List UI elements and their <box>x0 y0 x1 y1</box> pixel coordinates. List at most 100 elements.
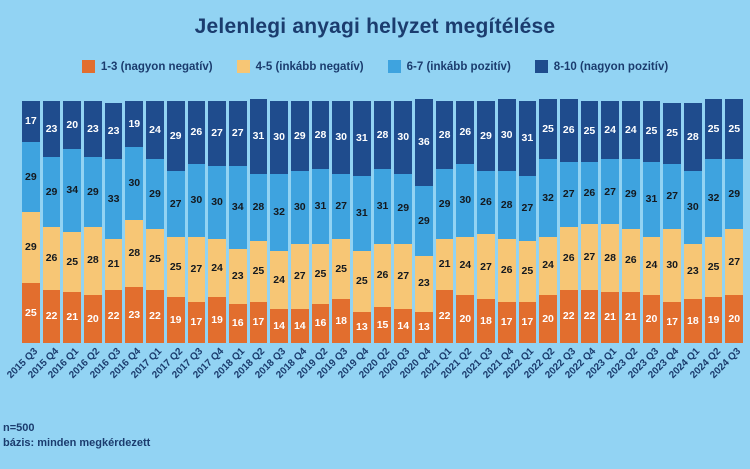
bar-segment: 27 <box>394 243 413 310</box>
bar-segment: 32 <box>270 173 288 252</box>
bar-segment: 25 <box>518 241 537 302</box>
bar-segment: 30 <box>187 163 206 237</box>
bar-segment: 30 <box>394 101 413 174</box>
bar-column: 31 31 25 13 2019 Q4 <box>336 101 371 381</box>
bar-segment: 31 <box>353 176 371 252</box>
bar-column: 31 27 25 17 2022 Q1 <box>502 101 537 381</box>
bar-segment: 27 <box>725 229 744 295</box>
bar-segment: 27 <box>166 171 185 237</box>
bar-column: 26 30 24 20 2021 Q2 <box>440 101 475 381</box>
bar-segment: 27 <box>332 173 350 239</box>
base-note: bázis: minden megkérdezett <box>3 437 151 449</box>
bar-segment: 31 <box>353 101 371 177</box>
bar-segment: 30 <box>290 171 309 244</box>
bar-column: 23 33 21 22 2016 Q3 <box>88 103 123 381</box>
bar-segment: 29 <box>435 168 454 239</box>
legend-label: 4-5 (inkább negatív) <box>255 60 364 73</box>
bar-segment: 21 <box>435 238 454 290</box>
bar-segment: 26 <box>621 229 640 293</box>
bar-column: 29 30 27 14 2018 Q4 <box>274 101 309 381</box>
bar-segment: 31 <box>311 168 330 244</box>
bar-segment: 23 <box>684 243 702 300</box>
legend-label: 6-7 (inkább pozitív) <box>406 60 511 73</box>
bar-segment: 19 <box>166 297 185 343</box>
bar-segment: 31 <box>373 168 392 244</box>
legend-label: 1-3 (nagyon negatív) <box>100 60 213 73</box>
bar-segment: 28 <box>84 226 102 295</box>
bar-segment: 30 <box>270 101 288 174</box>
bar-column: 24 27 28 21 2023 Q1 <box>584 101 619 381</box>
bar-segment: 28 <box>435 101 454 169</box>
bar-segment: 17 <box>518 301 537 343</box>
bar-segment: 29 <box>146 159 164 230</box>
bar-segment: 25 <box>539 98 557 160</box>
bar-segment: 14 <box>290 309 309 343</box>
legend-swatch-icon <box>81 60 95 73</box>
bar-segment: 31 <box>642 161 661 237</box>
bar-segment: 34 <box>228 166 247 249</box>
bar-column: 23 29 28 20 2016 Q2 <box>67 101 102 381</box>
legend-swatch-icon <box>387 60 401 73</box>
bar-segment: 32 <box>704 159 723 237</box>
bar-segment: 34 <box>63 149 82 232</box>
bar-column: 31 28 25 17 2018 Q2 <box>233 98 268 381</box>
bar-segment: 25 <box>642 101 661 162</box>
bar-column: 36 29 23 13 2020 Q4 <box>398 98 433 381</box>
footer-note: n=500 bázis: minden megkérdezett <box>3 421 150 451</box>
bar-segment: 18 <box>477 299 495 343</box>
bar-segment: 26 <box>477 171 495 235</box>
bar-segment: 29 <box>84 156 102 227</box>
bar-column: 27 30 24 19 2017 Q4 <box>191 101 226 381</box>
sample-size: n=500 <box>3 422 35 434</box>
bar-segment: 27 <box>208 101 226 167</box>
legend-swatch-icon <box>236 60 250 73</box>
bar-column: 26 30 27 17 2017 Q3 <box>171 101 206 381</box>
bar-column: 29 27 25 19 2017 Q2 <box>150 101 185 381</box>
bar-segment: 22 <box>104 289 123 343</box>
bar-segment: 25 <box>146 229 164 290</box>
bar-segment: 22 <box>580 289 599 343</box>
bar-segment: 25 <box>249 241 268 302</box>
bar-segment: 17 <box>663 301 681 343</box>
bar-segment: 28 <box>601 224 619 293</box>
bar-segment: 27 <box>559 161 578 227</box>
bar-segment: 25 <box>704 236 723 298</box>
bar-segment: 19 <box>125 101 144 147</box>
bar-segment: 27 <box>601 159 619 225</box>
bar-segment: 24 <box>146 101 164 160</box>
bar-segment: 25 <box>332 238 350 300</box>
bar-segment: 28 <box>311 101 330 169</box>
bar-segment: 29 <box>22 142 40 213</box>
bar-column: 20 34 25 21 2016 Q1 <box>47 101 82 381</box>
bar-segment: 27 <box>663 163 681 230</box>
bar-segment: 28 <box>249 173 268 242</box>
bar-segment: 21 <box>104 238 123 290</box>
bar-segment: 27 <box>187 236 206 302</box>
bar-segment: 25 <box>311 243 330 305</box>
bar-segment: 20 <box>456 294 475 343</box>
bar-segment: 22 <box>42 289 61 343</box>
bar-segment: 16 <box>228 304 247 343</box>
bar-column: 17 29 29 25 2015 Q3 <box>5 101 40 381</box>
bar-segment: 24 <box>642 236 661 295</box>
bar-segment: 36 <box>415 98 433 186</box>
bar-segment: 32 <box>539 159 557 237</box>
bar-segment: 17 <box>22 101 40 143</box>
bar-segment: 23 <box>104 103 123 160</box>
bar-segment: 27 <box>228 101 247 167</box>
stacked-bar-chart: 17 29 29 25 2015 Q3 23 29 26 22 2015 Q4 20 34 25 21 20… <box>5 97 744 381</box>
bar-segment: 24 <box>270 251 288 310</box>
bar-segment: 21 <box>621 292 640 343</box>
bar-column: 28 30 23 18 2024 Q1 <box>667 103 702 381</box>
bar-segment: 33 <box>104 159 123 239</box>
bar-segment: 28 <box>497 171 516 239</box>
bar-segment: 17 <box>249 301 268 343</box>
bar-segment: 24 <box>539 236 557 295</box>
bar-segment: 29 <box>166 101 185 172</box>
bar-segment: 18 <box>332 299 350 343</box>
bar-column: 26 27 26 22 2022 Q3 <box>543 98 578 381</box>
bar-segment: 19 <box>208 297 226 343</box>
bar-segment: 26 <box>580 161 599 225</box>
bar-segment: 27 <box>290 243 309 310</box>
bar-segment: 13 <box>353 311 371 343</box>
